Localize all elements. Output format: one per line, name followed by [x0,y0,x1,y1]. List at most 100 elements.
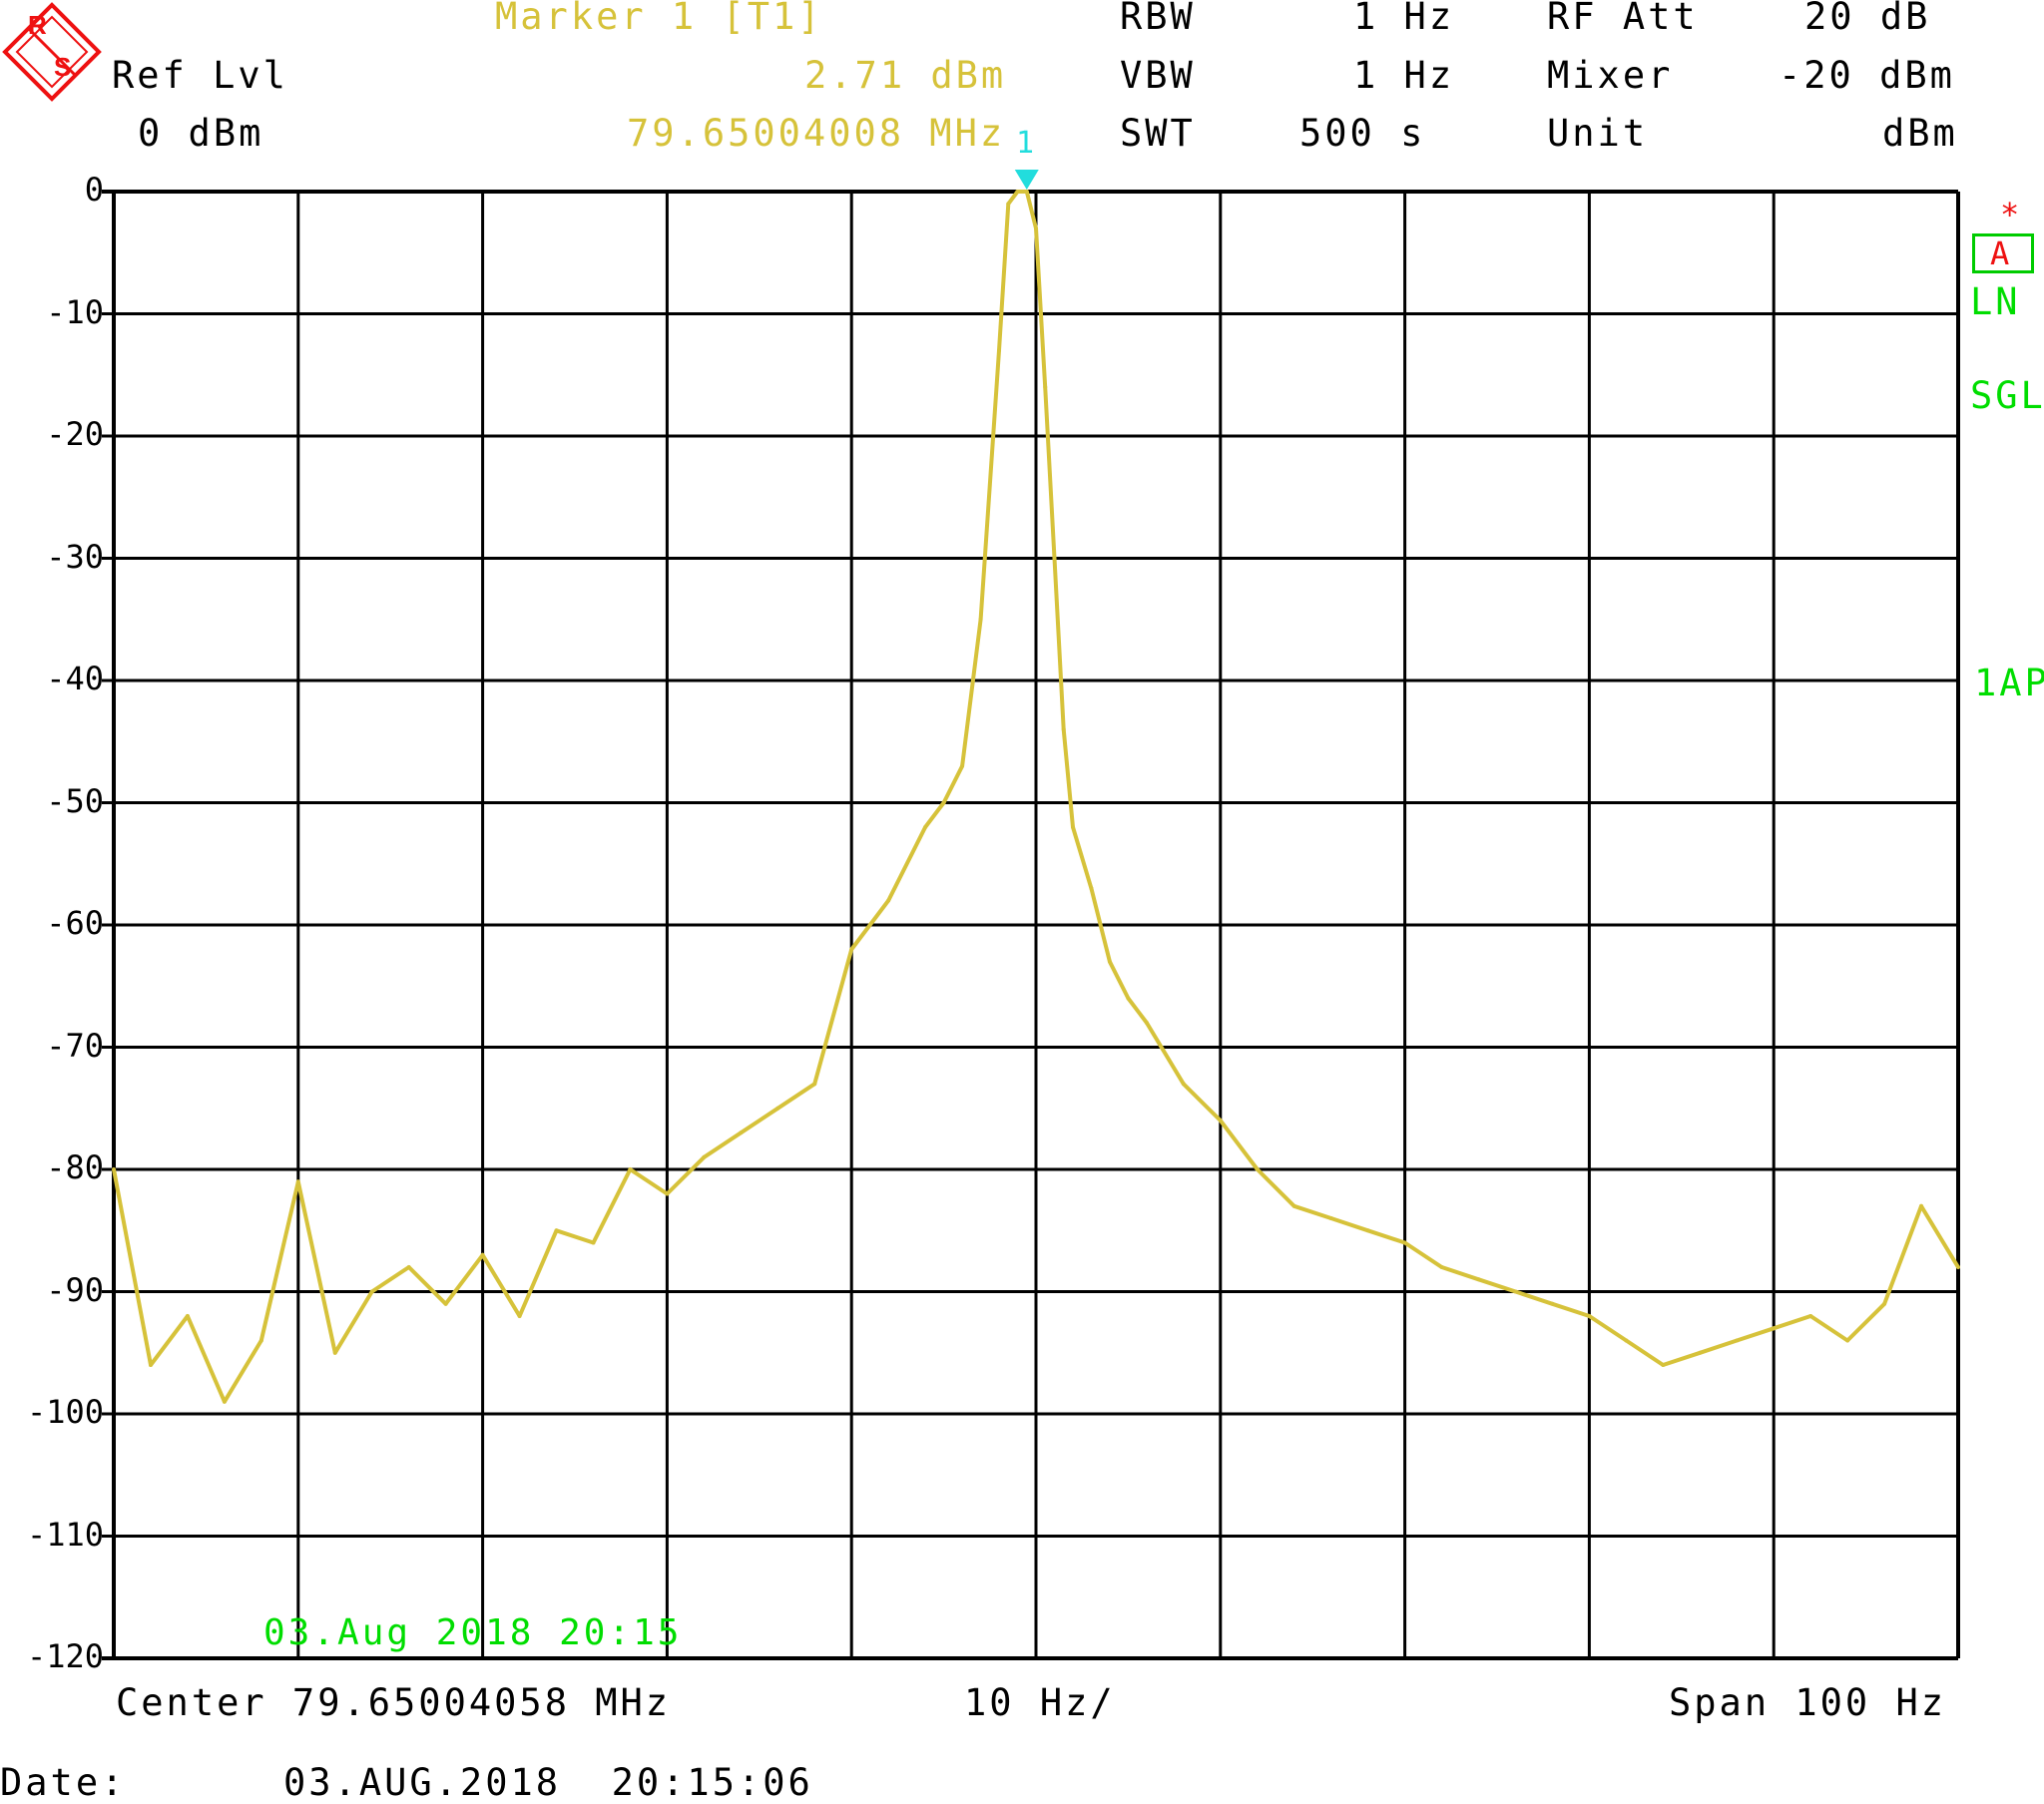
date-label: Date: [0,1761,127,1804]
trace-point [406,1265,411,1269]
marker-level: 2.71 dBm [804,54,1007,97]
trace-point [1624,1338,1629,1343]
trace-point [1006,202,1011,207]
unit-label: Unit [1547,112,1649,155]
rohde-schwarz-logo: R S [2,2,102,102]
vbw-value: 1 Hz [1353,54,1455,97]
trace-point [185,1314,190,1318]
status-star: * [2000,196,2023,233]
y-tick-label: -90 [46,1270,104,1309]
y-tick-label: -40 [46,660,104,697]
trace-point [1255,1167,1260,1171]
trace-point [222,1399,227,1404]
y-tick-label: -20 [46,415,104,453]
y-tick-label: -10 [46,292,104,331]
y-tick-label: -80 [46,1148,104,1186]
svg-text:R: R [28,10,47,40]
trace-point [480,1252,485,1257]
y-tick-label: -30 [46,537,104,576]
y-tick-label: 0 [84,171,104,209]
trace-point [1181,1082,1186,1087]
trace-point [369,1289,374,1294]
trace-point [1808,1314,1813,1318]
trace-point [775,1106,780,1111]
y-tick-label: -100 [26,1393,104,1431]
trace-point [960,763,965,768]
trace-point [1772,1326,1777,1331]
trace-point [591,1240,596,1245]
ln-indicator: LN [1970,280,2021,323]
trace-point [1402,1240,1407,1245]
y-tick-label: -60 [46,904,104,942]
trace-point [739,1130,744,1135]
trace-point [554,1228,559,1233]
trace-point [1735,1338,1740,1343]
trace-point [1365,1228,1370,1233]
trace-point [1845,1338,1850,1343]
trace-point [849,947,854,952]
trace-point [1919,1203,1924,1208]
ref-level-label: Ref Lvl [112,54,288,97]
trace-point [1328,1216,1333,1220]
trace-a-badge-frame [1972,233,2034,273]
trace-point [1587,1314,1592,1318]
span: Span 100 Hz [1669,1681,1947,1724]
trace-point [1698,1350,1703,1355]
vbw-label: VBW [1120,54,1196,97]
date-value: 03.AUG.2018 20:15:06 [283,1761,813,1804]
marker-label: Marker 1 [T1] [495,0,823,38]
trace-point [1476,1277,1481,1282]
trace-point [1956,1265,1960,1269]
y-tick-label: -110 [26,1515,104,1554]
trace-point [258,1338,263,1343]
trace-point [1061,727,1066,731]
marker-frequency: 79.65004008 MHz [627,112,1006,155]
trace-point [295,1179,300,1184]
sgl-indicator: SGL [1970,374,2044,417]
swt-value: 500 s [1299,112,1426,155]
mixer-label: Mixer [1547,54,1674,97]
trace-a-badge: A [1990,234,2013,272]
trace-point [1107,959,1112,964]
trace-point [1015,190,1020,194]
trace-point [978,617,983,622]
frequency-division: 10 Hz/ [964,1681,1116,1724]
trace-point [1291,1203,1296,1208]
trace-point [332,1350,337,1355]
trace-point [1024,190,1029,194]
trace-point [1043,385,1048,389]
trace-point [923,825,928,829]
ref-level-value: 0 dBm [138,112,264,155]
trace-point [1661,1363,1666,1367]
trace-point [1126,996,1131,1001]
swt-label: SWT [1120,112,1196,155]
rbw-value: 1 Hz [1353,0,1455,38]
mixer-value: -20 dBm [1779,54,1955,97]
trace-point [628,1167,633,1171]
trace-point [1089,886,1094,891]
trace-point [1034,226,1038,230]
trace-point [1550,1301,1555,1306]
trace-point [997,348,1002,353]
rf-att-value: 20 dB [1804,0,1931,38]
trace-point [1882,1301,1887,1306]
trace-point [1513,1289,1518,1294]
trace-point [1052,556,1057,561]
trace-point [702,1154,707,1159]
trace-point [112,1167,116,1171]
trace-point [886,898,891,903]
trace-point [1144,1021,1149,1025]
marker-1-triangle [1014,170,1039,190]
ap-indicator: 1AP [1974,662,2044,704]
trace-point [665,1191,670,1196]
trace-point [1070,825,1075,829]
y-tick-label: -70 [46,1026,104,1065]
trace-point [1439,1265,1444,1269]
y-tick-label: -50 [46,781,104,820]
trace-point [517,1314,522,1318]
trace-point [941,800,946,805]
center-frequency: Center 79.65004058 MHz [116,1681,672,1724]
rbw-label: RBW [1120,0,1196,38]
svg-text:S: S [54,52,71,82]
